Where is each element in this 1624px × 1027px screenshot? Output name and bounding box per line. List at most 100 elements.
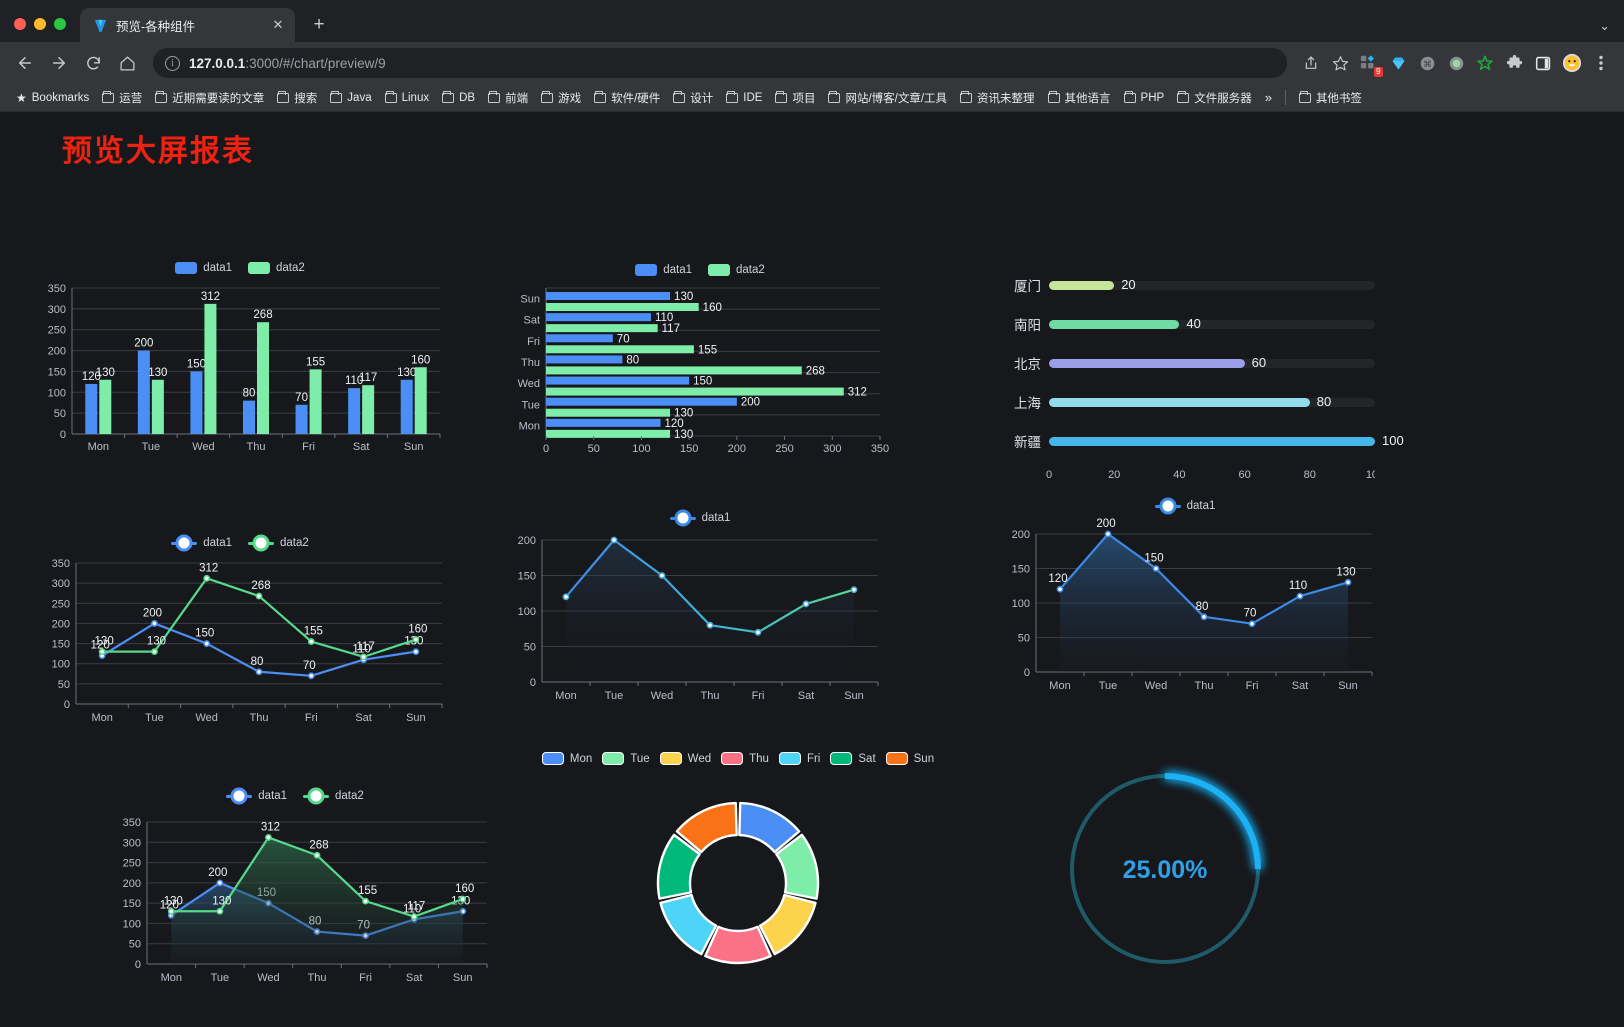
diamond-icon[interactable] (1385, 50, 1411, 76)
legend-item-data1[interactable]: data1 (669, 512, 730, 524)
address-bar[interactable]: i 127.0.0.1:3000/#/chart/preview/9 (153, 48, 1287, 78)
donut-segment-fri[interactable] (659, 893, 718, 956)
site-info-icon[interactable]: i (165, 55, 180, 71)
back-button[interactable] (10, 48, 40, 78)
bookmark-folder-1[interactable]: 近期需要读的文章 (149, 87, 270, 109)
svg-text:300: 300 (48, 304, 66, 316)
bookmark-folder-7[interactable]: 游戏 (535, 87, 587, 109)
legend-item-wed[interactable]: Wed (659, 752, 711, 765)
bookmark-folder-0[interactable]: 运营 (96, 87, 148, 109)
svg-text:80: 80 (243, 388, 256, 400)
chart-horizontal-bar[interactable]: data1 data2 Sun Sat Fri Thu Wed Tue Mon 130 160 1… (500, 264, 900, 481)
avatar[interactable] (1559, 50, 1585, 76)
chart-area-two-series[interactable]: data1 data2 0 50 100 150 200 250 300 350 120 200 1… (95, 790, 495, 997)
svg-text:Sat: Sat (355, 712, 372, 724)
bookmark-folder-2[interactable]: 搜索 (271, 87, 323, 109)
browser-tab[interactable]: 预览-各种组件 ✕ (80, 8, 295, 42)
svg-text:200: 200 (518, 535, 536, 547)
chrome-menu-button[interactable] (1588, 50, 1614, 76)
svg-text:130: 130 (674, 408, 693, 420)
svg-text:Thu: Thu (1195, 680, 1214, 692)
side-panel-icon[interactable] (1530, 50, 1556, 76)
legend-swatch (171, 541, 198, 545)
legend-swatch (1154, 504, 1181, 508)
progress-bar-row[interactable]: 北京 60 (995, 348, 1375, 378)
bookmark-folder-13[interactable]: 资讯未整理 (954, 87, 1041, 109)
legend-item-fri[interactable]: Fri (778, 752, 820, 765)
chart-progress-bars[interactable]: 厦门 20 南阳 40 北京 60 上海 80 新疆 100 0 20 40 60 80 100 (995, 270, 1404, 501)
legend-item-data2[interactable]: data2 (248, 537, 309, 549)
legend-item-mon[interactable]: Mon (541, 752, 592, 765)
bookmark-star-icon[interactable] (1327, 50, 1353, 76)
donut-segment-sun[interactable] (675, 801, 738, 854)
svg-text:0: 0 (1046, 469, 1052, 481)
chart-gauge[interactable]: 25.00% (1040, 744, 1290, 994)
svg-text:200: 200 (741, 397, 760, 409)
chart-vertical-bar[interactable]: data1 data2 0 50 100 150 200 250 300 350 120 130… (30, 262, 450, 479)
svg-text:100: 100 (1366, 469, 1375, 481)
forward-button[interactable] (44, 48, 74, 78)
progress-bar-row[interactable]: 南阳 40 (995, 309, 1375, 339)
close-tab-button[interactable]: ✕ (272, 17, 284, 32)
extension-grid-icon[interactable]: 9 (1356, 50, 1383, 77)
bookmark-folder-15[interactable]: PHP (1118, 89, 1171, 107)
legend-item-data1[interactable]: data1 (175, 262, 232, 274)
star-outline-extension-icon[interactable] (1472, 50, 1498, 76)
donut-segment-thu[interactable] (704, 925, 772, 965)
bookmark-folder-3[interactable]: Java (324, 89, 377, 107)
bookmarks-manager-item[interactable]: ★ Bookmarks (10, 88, 95, 108)
legend-item-data1[interactable]: data1 (635, 264, 692, 276)
close-window-button[interactable] (14, 18, 26, 30)
donut-segment-mon[interactable] (738, 801, 801, 854)
legend-item-thu[interactable]: Thu (721, 752, 769, 765)
legend-item-sat[interactable]: Sat (830, 752, 876, 765)
donut-segment-sat[interactable] (656, 833, 701, 900)
legend-item-tue[interactable]: Tue (602, 752, 650, 765)
chart-area-single[interactable]: data1 0 50 100 150 200 120 200 150 80 70 110 130 Mon… (990, 500, 1380, 707)
other-bookmarks-folder[interactable]: 其他书签 (1293, 87, 1368, 109)
maximize-window-button[interactable] (54, 18, 66, 30)
legend-item-data2[interactable]: data2 (248, 262, 305, 274)
bookmark-folder-9[interactable]: 设计 (667, 87, 719, 109)
progress-bar-row[interactable]: 厦门 20 (995, 270, 1375, 300)
bookmark-folder-11[interactable]: 项目 (769, 87, 821, 109)
dashboard-page: 预览大屏报表 data1 data2 0 50 100 150 200 250 300 350… (0, 112, 1624, 1027)
legend-label: data1 (1186, 500, 1216, 512)
bookmark-folder-6[interactable]: 前端 (482, 87, 534, 109)
bookmark-folder-16[interactable]: 文件服务器 (1171, 87, 1258, 109)
tab-favicon-icon (92, 17, 108, 33)
bookmark-folder-14[interactable]: 其他语言 (1042, 87, 1117, 109)
minimize-window-button[interactable] (34, 18, 46, 30)
donut-segment-tue[interactable] (775, 833, 820, 900)
home-button[interactable] (112, 48, 142, 78)
legend-item-data1[interactable]: data1 (226, 790, 287, 802)
window-controls[interactable] (0, 18, 80, 42)
bookmark-folder-10[interactable]: IDE (720, 89, 768, 107)
donut-segment-wed[interactable] (758, 893, 817, 956)
legend-item-sun[interactable]: Sun (885, 752, 934, 765)
share-icon[interactable] (1298, 50, 1324, 76)
legend-item-data1[interactable]: data1 (1154, 500, 1216, 512)
chart-line-two-series[interactable]: data1 data2 0 50 100 150 200 250 300 350 120 200 1… (30, 537, 450, 744)
tab-list-menu-button[interactable]: ⌄ (1599, 18, 1610, 33)
bookmarks-overflow-button[interactable]: » (1264, 90, 1272, 105)
progress-bar-value: 100 (1382, 432, 1404, 448)
new-tab-button[interactable]: + (313, 14, 325, 35)
chart-line-gradient[interactable]: data1 0 50 100 150 200 Mon Tue Wed Thu Fri Sat Sun (500, 512, 900, 719)
bookmark-folder-4[interactable]: Linux (379, 89, 436, 107)
progress-bar-row[interactable]: 新疆 100 (995, 426, 1404, 456)
legend-item-data2[interactable]: data2 (303, 790, 364, 802)
legend-item-data1[interactable]: data1 (171, 537, 232, 549)
legend-item-data2[interactable]: data2 (708, 264, 765, 276)
globe-extension-icon[interactable]: ⌘ (1414, 50, 1440, 76)
bookmark-folder-12[interactable]: 网站/博客/文章/工具 (822, 87, 953, 109)
puzzle-extensions-icon[interactable] (1501, 50, 1527, 76)
svg-text:Sun: Sun (844, 690, 864, 702)
progress-bar-row[interactable]: 上海 80 (995, 387, 1375, 417)
bookmark-folder-8[interactable]: 软件/硬件 (588, 87, 666, 109)
circle-extension-icon[interactable] (1443, 50, 1469, 76)
svg-text:80: 80 (1304, 469, 1316, 481)
bookmark-folder-5[interactable]: DB (436, 89, 481, 107)
chart-donut[interactable]: Mon Tue Wed Thu Fri Sat Sun (541, 752, 934, 1006)
reload-button[interactable] (78, 48, 108, 78)
